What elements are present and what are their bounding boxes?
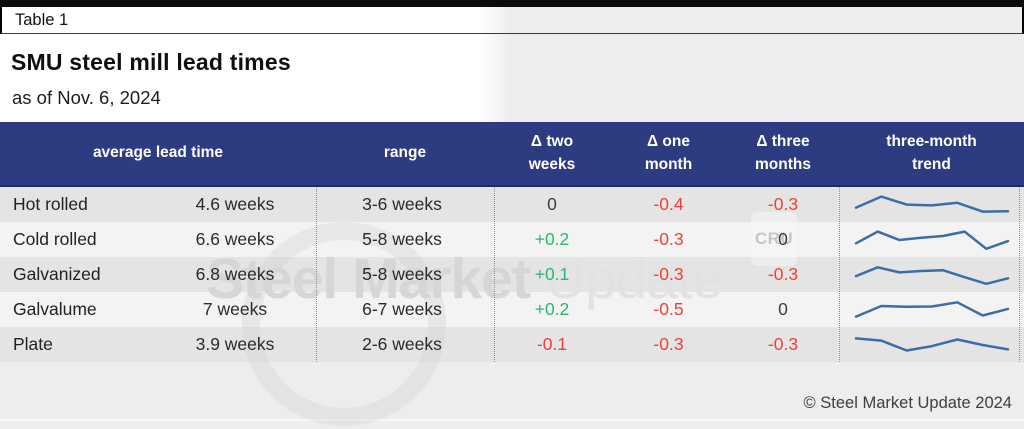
header-delta-three-months: Δ three months	[755, 133, 811, 173]
delta-one-month-value: -0.3	[653, 334, 684, 354]
header-delta-two-weeks: Δ two weeks	[528, 133, 576, 173]
delta-two-weeks-value: -0.1	[536, 334, 568, 354]
avg-lead-time-value: 4.6 weeks	[195, 194, 275, 214]
delta-one-month-value: -0.4	[653, 194, 684, 214]
table-row: Galvanized 6.8 weeks 5-8 weeks +0.1 -0.3 -0.3	[0, 257, 1024, 292]
product-name: Galvalume	[13, 299, 97, 319]
trend-sparkline	[839, 257, 1024, 292]
range-value: 5-8 weeks	[362, 264, 442, 284]
table-row: Galvalume 7 weeks 6-7 weeks +0.2 -0.5 0	[0, 292, 1024, 327]
delta-two-weeks-value: +0.2	[534, 299, 570, 319]
avg-lead-time-value: 6.6 weeks	[195, 229, 275, 249]
delta-two-weeks-value: 0	[547, 194, 557, 214]
avg-lead-time-value: 6.8 weeks	[195, 264, 275, 284]
delta-two-weeks-value: +0.1	[534, 264, 570, 284]
delta-three-months-value: -0.3	[767, 264, 799, 284]
header-range: range	[383, 144, 427, 162]
range-value: 6-7 weeks	[362, 299, 442, 319]
table-row: Plate 3.9 weeks 2-6 weeks -0.1 -0.3 -0.3	[0, 327, 1024, 362]
delta-one-month-value: -0.5	[653, 299, 684, 319]
trend-sparkline-svg	[854, 336, 1009, 352]
trend-sparkline	[839, 292, 1024, 327]
as-of-date: as of Nov. 6, 2024	[12, 87, 161, 108]
header-three-month-trend: three-month trend	[886, 133, 977, 173]
header-delta-one-month: Δ one month	[644, 133, 693, 173]
delta-three-months-value: -0.3	[767, 194, 799, 214]
trend-sparkline-svg	[854, 229, 1009, 250]
table-header-row: average lead time range Δ two weeks Δ on…	[0, 122, 1024, 187]
product-name: Galvanized	[13, 264, 101, 284]
top-black-bar	[0, 0, 1024, 7]
column-separator	[316, 187, 317, 362]
trend-sparkline-svg	[854, 300, 1009, 318]
page-title: SMU steel mill lead times	[11, 49, 291, 75]
masthead: Table 1 SMU steel mill lead times as of …	[0, 7, 1024, 122]
header-average-lead-time: average lead time	[92, 144, 224, 162]
product-name: Hot rolled	[13, 194, 88, 214]
trend-sparkline-svg	[854, 194, 1009, 213]
avg-lead-time-value: 7 weeks	[202, 299, 268, 319]
trend-sparkline	[839, 187, 1024, 222]
column-separator	[839, 187, 840, 362]
table-row: Cold rolled 6.6 weeks 5-8 weeks +0.2 -0.3 0	[0, 222, 1024, 257]
delta-two-weeks-value: +0.2	[534, 229, 570, 249]
trend-sparkline	[839, 222, 1024, 257]
avg-lead-time-value: 3.9 weeks	[195, 334, 275, 354]
trend-sparkline	[839, 327, 1024, 362]
product-name: Plate	[13, 334, 53, 354]
delta-three-months-value: 0	[778, 299, 788, 319]
delta-three-months-value: -0.3	[767, 334, 799, 354]
table-row: Hot rolled 4.6 weeks 3-6 weeks 0 -0.4 -0.3	[0, 187, 1024, 222]
column-separator	[1019, 187, 1020, 362]
range-value: 3-6 weeks	[362, 194, 442, 214]
bottom-divider	[0, 419, 1024, 421]
range-value: 2-6 weeks	[362, 334, 442, 354]
delta-three-months-value: 0	[778, 229, 788, 249]
table-tag-strip: Table 1	[0, 7, 1024, 34]
copyright-text: © Steel Market Update 2024	[803, 394, 1012, 412]
column-separator	[494, 187, 495, 362]
delta-one-month-value: -0.3	[653, 264, 684, 284]
table-tag-label: Table 1	[15, 11, 69, 29]
delta-one-month-value: -0.3	[653, 229, 684, 249]
trend-sparkline-svg	[854, 265, 1009, 285]
product-name: Cold rolled	[13, 229, 97, 249]
range-value: 5-8 weeks	[362, 229, 442, 249]
table-body: Hot rolled 4.6 weeks 3-6 weeks 0 -0.4 -0.3 Col…	[0, 187, 1024, 362]
